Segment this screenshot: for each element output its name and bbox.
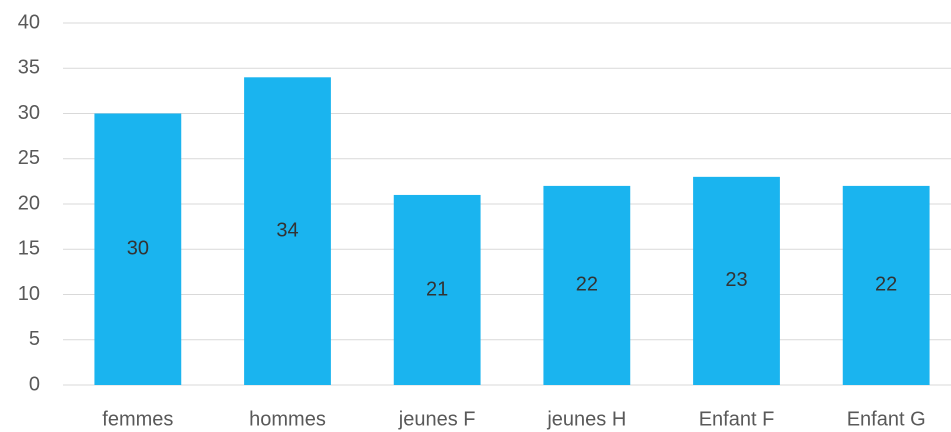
- y-tick-label: 15: [18, 238, 40, 260]
- bar: [693, 176, 780, 385]
- y-tick-label: 10: [18, 283, 40, 305]
- x-tick-label: jeunes F: [398, 408, 476, 430]
- data-label: 22: [576, 274, 598, 296]
- data-label: 21: [426, 278, 448, 300]
- x-tick-label: jeunes H: [546, 408, 626, 430]
- y-tick-label: 25: [18, 147, 40, 169]
- bar: [543, 185, 631, 385]
- bar: [94, 113, 182, 385]
- data-label: 22: [875, 274, 897, 296]
- data-label: 30: [127, 238, 149, 260]
- data-label: 34: [276, 219, 298, 241]
- y-tick-label: 0: [29, 373, 40, 395]
- bar: [842, 185, 930, 385]
- bar: [244, 77, 331, 386]
- y-tick-label: 20: [18, 192, 40, 214]
- bar: [393, 194, 481, 385]
- data-label: 23: [725, 269, 747, 291]
- y-tick-label: 5: [29, 328, 40, 350]
- y-tick-label: 30: [18, 102, 40, 124]
- x-tick-label: femmes: [102, 408, 173, 430]
- x-tick-label: Enfant G: [847, 408, 926, 430]
- y-tick-label: 35: [18, 57, 40, 79]
- y-tick-label: 40: [18, 11, 40, 33]
- x-tick-label: Enfant F: [699, 408, 775, 430]
- x-tick-label: hommes: [249, 408, 326, 430]
